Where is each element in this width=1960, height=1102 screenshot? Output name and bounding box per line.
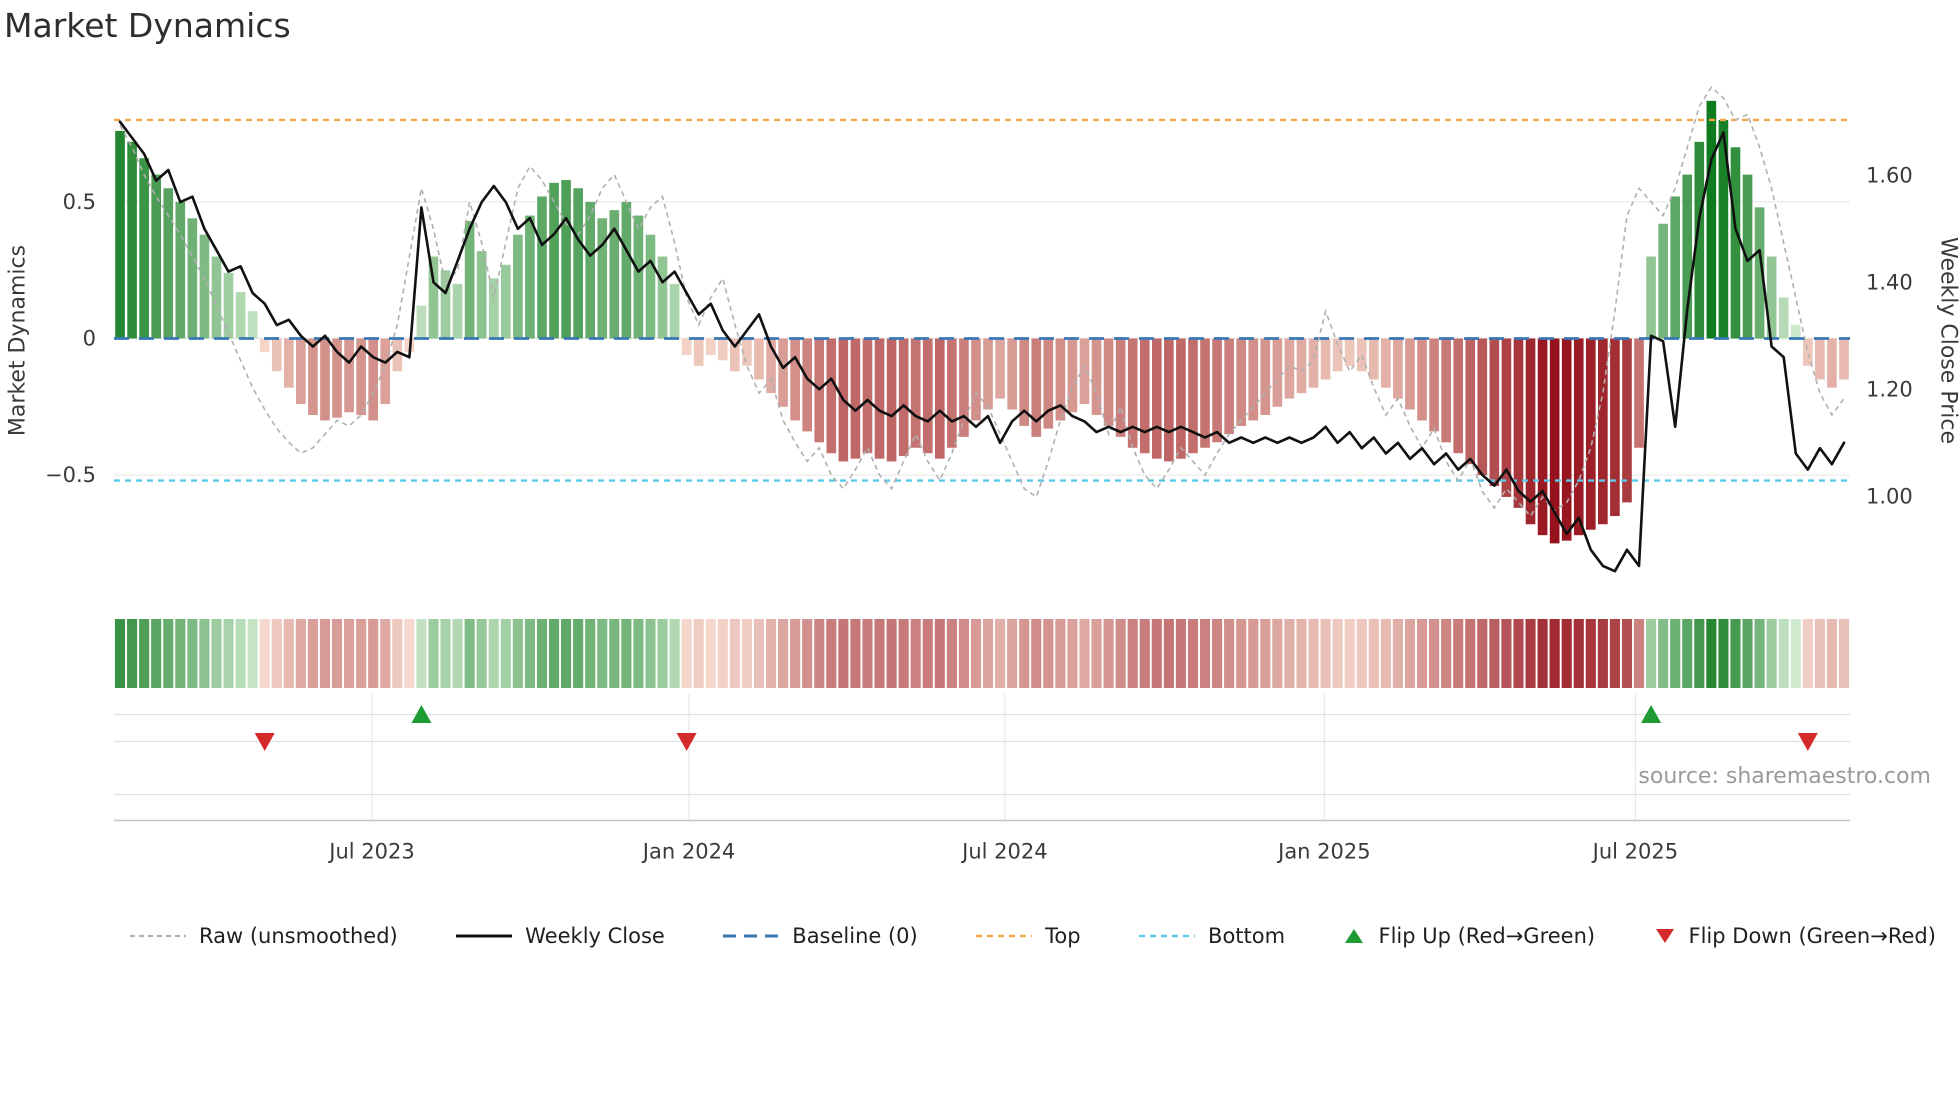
weekly-close-swatch — [456, 934, 513, 938]
legend-label-bottom: Bottom — [1208, 924, 1286, 948]
svg-text:Jul 2023: Jul 2023 — [327, 840, 414, 864]
svg-text:Jan 2024: Jan 2024 — [641, 840, 736, 864]
flip-up-icon — [1345, 929, 1364, 943]
weekly-close-line — [118, 120, 1846, 573]
legend-label-baseline: Baseline (0) — [792, 924, 918, 948]
source-credit: source: sharemaestro.com — [1638, 764, 1931, 789]
svg-text:−0.5: −0.5 — [45, 463, 96, 487]
left-axis-ticks: 0.5 0 −0.5 — [45, 190, 96, 487]
raw-line-swatch — [130, 934, 186, 938]
legend-label-flip-down: Flip Down (Green→Red) — [1688, 924, 1936, 948]
legend-item-flip-up: Flip Up (Red→Green) — [1343, 924, 1595, 948]
svg-text:0: 0 — [83, 327, 96, 351]
flip-up-markers — [411, 705, 1662, 723]
svg-text:0.5: 0.5 — [63, 190, 96, 214]
chart-legend: Raw (unsmoothed) Weekly Close Baseline (… — [130, 924, 1936, 948]
market-dynamics-chart: 0.5 0 −0.5 1.60 1.40 1.20 1.00 Jul 2023 Jan 2024… — [45, 85, 1913, 864]
legend-item-baseline: Baseline (0) — [723, 924, 918, 948]
bottom-line-swatch — [1139, 934, 1196, 938]
legend-item-weekly-close: Weekly Close — [456, 924, 665, 948]
oscillator-bars — [115, 100, 1849, 544]
svg-text:Jan 2025: Jan 2025 — [1276, 840, 1371, 864]
legend-label-top: Top — [1045, 924, 1081, 948]
marker-panel-grid — [114, 694, 1850, 822]
right-axis-ticks: 1.60 1.40 1.20 1.00 — [1866, 163, 1913, 508]
legend-item-flip-down: Flip Down (Green→Red) — [1654, 924, 1936, 948]
legend-label-raw: Raw (unsmoothed) — [199, 924, 398, 948]
heatmap-strip — [114, 619, 1850, 688]
top-line-swatch — [976, 934, 1033, 938]
legend-label-weekly-close: Weekly Close — [525, 924, 665, 948]
legend-item-bottom: Bottom — [1139, 924, 1285, 948]
flip-down-markers — [254, 733, 1818, 751]
baseline-swatch — [723, 934, 780, 938]
svg-text:1.60: 1.60 — [1866, 163, 1913, 187]
raw-line — [119, 85, 1845, 518]
svg-text:Jul 2025: Jul 2025 — [1591, 840, 1678, 864]
svg-text:Jul 2024: Jul 2024 — [960, 840, 1047, 864]
svg-text:1.00: 1.00 — [1866, 484, 1913, 508]
x-axis-ticks: Jul 2023 Jan 2024 Jul 2024 Jan 2025 Jul 2025 — [327, 840, 1678, 864]
legend-label-flip-up: Flip Up (Red→Green) — [1378, 924, 1596, 948]
page-title: Market Dynamics — [4, 6, 291, 45]
svg-text:1.20: 1.20 — [1866, 377, 1913, 401]
flip-down-icon — [1655, 929, 1674, 943]
legend-item-top: Top — [976, 924, 1081, 948]
legend-item-raw: Raw (unsmoothed) — [130, 924, 398, 948]
svg-text:1.40: 1.40 — [1866, 270, 1913, 294]
